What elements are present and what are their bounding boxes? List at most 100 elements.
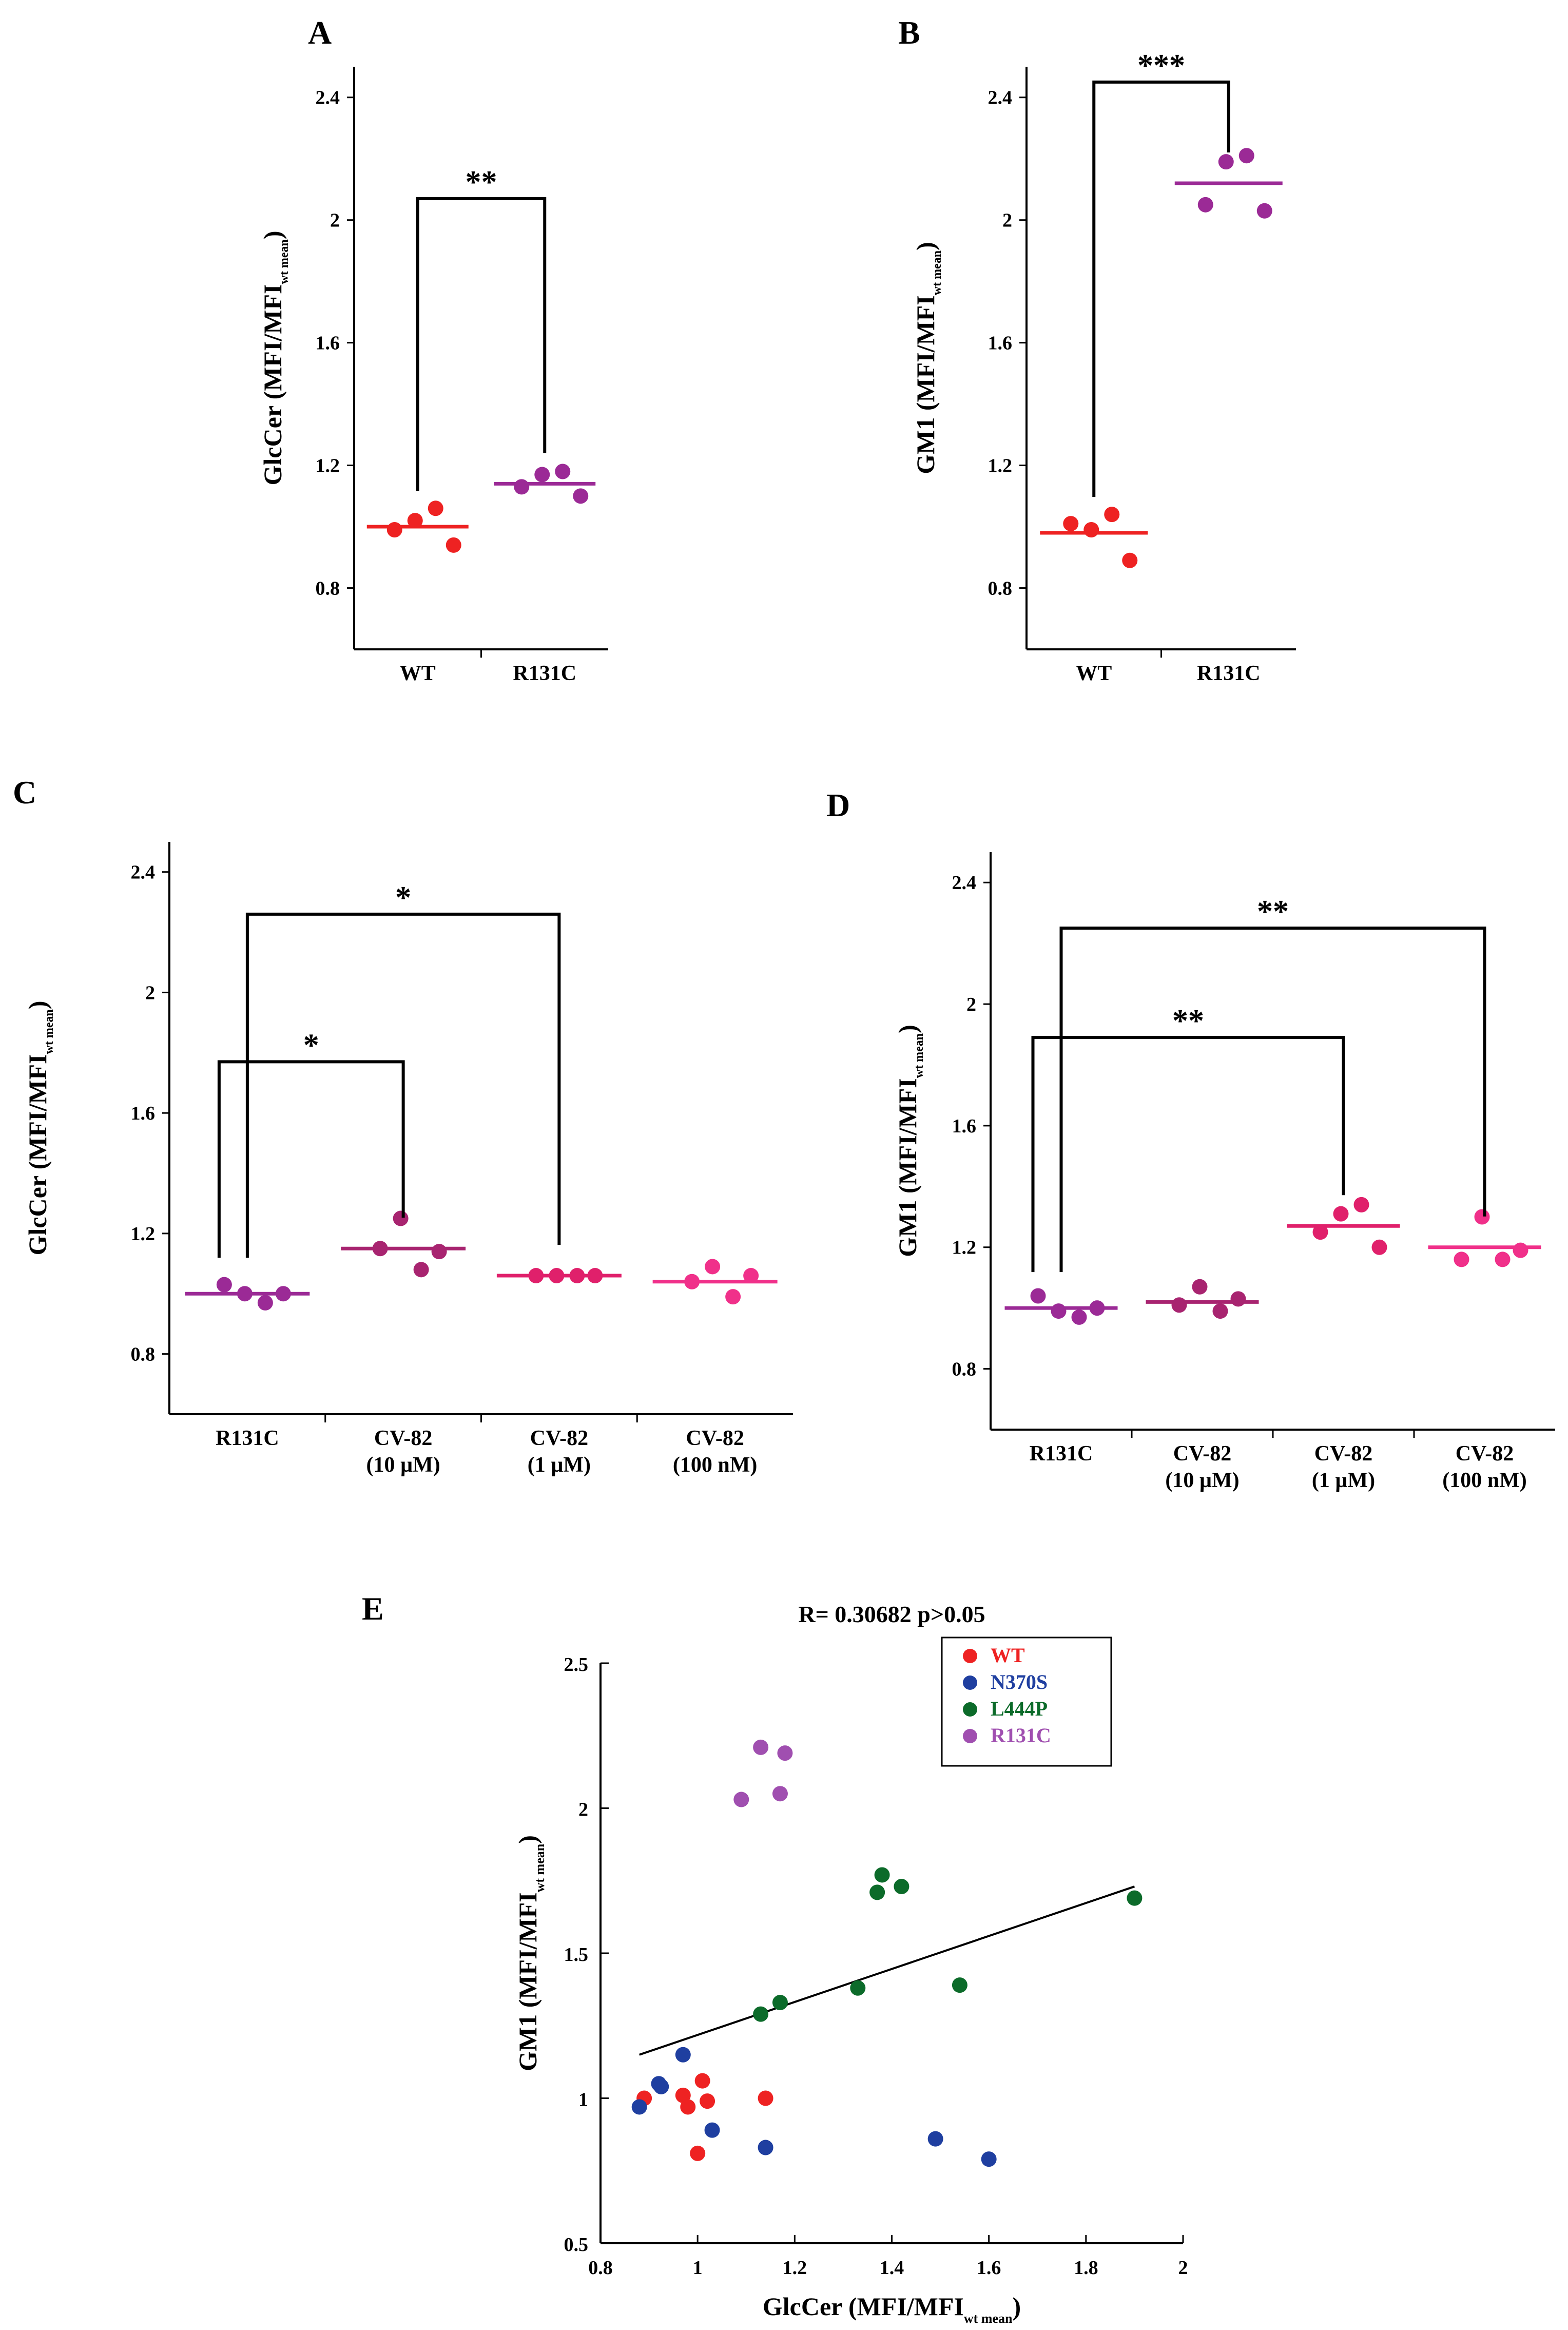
panel-c-data-point (705, 1259, 721, 1275)
panel-e-legend-marker (963, 1676, 977, 1690)
panel-d-data-point (1474, 1209, 1490, 1225)
panel-a-y-tick-label: 2 (330, 210, 340, 232)
panel-d-y-tick-label: 2.4 (952, 872, 977, 894)
panel-e-title: R= 0.30682 p>0.05 (798, 1601, 985, 1627)
panel-b-y-tick-label: 0.8 (988, 578, 1013, 600)
panel-b-y-label: GM1 (MFI/MFIwt mean) (911, 242, 944, 474)
panel-d-data-point (1312, 1224, 1328, 1240)
panel-d-category-label: CV-82 (1314, 1442, 1373, 1466)
panel-d-y-tick-label: 1.2 (952, 1237, 977, 1259)
panel-d-y-label-subscript: wt mean (913, 1033, 926, 1078)
panel-b-data-point (1104, 507, 1120, 523)
panel-e-x-label-subscript: wt mean (964, 2311, 1013, 2326)
panel-b-category-label: R131C (1197, 662, 1261, 685)
panel-a-y-tick-label: 2.4 (316, 87, 340, 109)
panel-e-y-tick-label: 2.5 (564, 1654, 589, 1676)
panel-c-y-label-text: GlcCer (MFI/MFI (23, 1054, 52, 1255)
panel-e-data-point (894, 1879, 909, 1895)
panel-d-data-point (1192, 1279, 1208, 1295)
panel-d-significance-bracket (1059, 927, 1486, 1273)
panel-e-data-point (869, 1884, 885, 1900)
panel-c-letter: C (13, 774, 36, 811)
panel-b-category-label: WT (1076, 662, 1112, 685)
panel-b-y-label-subscript: wt mean (931, 251, 944, 295)
panel-b-significance-label: *** (1137, 48, 1185, 83)
panel-d-significance-label: ** (1257, 894, 1289, 929)
panel-b-data-point (1197, 197, 1213, 213)
panel-c-data-point (393, 1210, 409, 1226)
panel-a-letter: A (308, 14, 332, 51)
panel-a-y-tick-label: 1.6 (316, 333, 340, 354)
panel-e-data-point (675, 2087, 691, 2103)
panel-d-data-point (1171, 1297, 1187, 1313)
panel-d-chart: D 0.8 1.2 1.6 2 2.4 R131C CV-82 (10 µM) CV-82 (1 µ… (826, 787, 1555, 1492)
panel-c-data-point (684, 1274, 700, 1289)
panel-a-y-label: GlcCer (MFI/MFIwt mean) (258, 231, 291, 486)
panel-a-data-point (428, 500, 443, 516)
panel-b-data-point (1122, 552, 1138, 568)
panel-e-data-point (758, 2140, 773, 2155)
panel-c-y-label: GlcCer (MFI/MFIwt mean) (23, 1001, 56, 1256)
panel-a-data-point (386, 522, 402, 538)
panel-c-significance-label: * (303, 1028, 319, 1063)
panel-e-data-point (753, 2006, 769, 2022)
panel-c-data-point (216, 1277, 232, 1293)
panel-e-legend-marker (963, 1729, 977, 1743)
panel-e-x-tick-label: 1.2 (783, 2257, 807, 2279)
panel-a-significance-label: ** (466, 165, 497, 200)
panel-c-significance-bracket (245, 912, 561, 1258)
panel-c-significance-label: * (395, 880, 411, 915)
panel-c-data-point (569, 1268, 585, 1284)
panel-e-data-point (772, 1995, 788, 2011)
panel-a-category-label: WT (400, 662, 436, 685)
panel-b-y-label-text: GM1 (MFI/MFI (911, 295, 940, 474)
panel-e-data-point (653, 2078, 669, 2094)
panel-d-data-point (1089, 1300, 1105, 1316)
panel-c-data-point (372, 1241, 388, 1257)
panel-d-y-label: GM1 (MFI/MFIwt mean) (893, 1025, 926, 1257)
panel-b-chart: B 0.8 1.2 1.6 2 2.4 WT R131C GM1 (MFI/MFIwt mean… (898, 14, 1296, 685)
panel-e-data-point (631, 2099, 647, 2115)
panel-e-data-point (927, 2131, 943, 2147)
panel-c-data-point (743, 1268, 759, 1284)
panel-c-data-point (257, 1295, 273, 1311)
panel-c-y-tick-label: 1.2 (131, 1223, 156, 1245)
panel-e-data-point (675, 2047, 691, 2063)
panel-d-data-point (1513, 1242, 1528, 1258)
panel-c-data-point (528, 1268, 544, 1284)
panel-a-y-label-text: GlcCer (MFI/MFI (258, 284, 287, 485)
panel-e-legend-label: N370S (991, 1670, 1048, 1693)
panel-b-letter: B (898, 14, 920, 51)
panel-c-data-point (237, 1286, 253, 1302)
panel-a-data-point (555, 464, 571, 479)
panel-b-significance-bracket (1092, 80, 1230, 497)
panel-d-data-point (1454, 1251, 1469, 1267)
panel-c-category-label: R131C (216, 1427, 279, 1450)
panel-e-x-tick-label: 2 (1178, 2257, 1188, 2279)
panel-e-legend-marker (963, 1702, 977, 1717)
panel-a-data-point (514, 479, 530, 495)
panel-e-legend-label: L444P (991, 1697, 1048, 1720)
panel-c-category-sublabel: (1 µM) (528, 1453, 591, 1477)
panel-a-y-label-close: ) (258, 231, 287, 240)
panel-a-y-label-subscript: wt mean (278, 239, 291, 284)
panel-e-x-label-close: ) (1012, 2292, 1021, 2321)
panel-d-category-sublabel: (100 nM) (1442, 1469, 1526, 1492)
panel-c-y-label-close: ) (23, 1001, 52, 1010)
panel-e-y-label-subscript: wt mean (532, 1843, 547, 1892)
panel-a-y-tick-label: 1.2 (316, 455, 340, 477)
panel-b-data-point (1083, 522, 1099, 538)
panel-e-data-point (1127, 1890, 1143, 1906)
panel-d-data-point (1230, 1291, 1246, 1307)
panel-e-data-point (680, 2099, 696, 2115)
panel-c-y-tick-label: 2.4 (131, 862, 156, 883)
panel-d-category-label: R131C (1030, 1442, 1093, 1466)
panel-c-category-sublabel: (100 nM) (673, 1453, 757, 1477)
panel-e-y-tick-label: 1.5 (564, 1944, 589, 1966)
panel-e-legend-label: WT (991, 1644, 1025, 1667)
panel-c-significance-bracket (217, 1060, 405, 1258)
panel-d-data-point (1353, 1197, 1369, 1212)
panel-e-chart: E R= 0.30682 p>0.05 0.5 1 1.5 2 2.5 0.8 1 1.2 1.4 1… (362, 1590, 1188, 2326)
panel-c-category-sublabel: (10 µM) (366, 1453, 440, 1477)
